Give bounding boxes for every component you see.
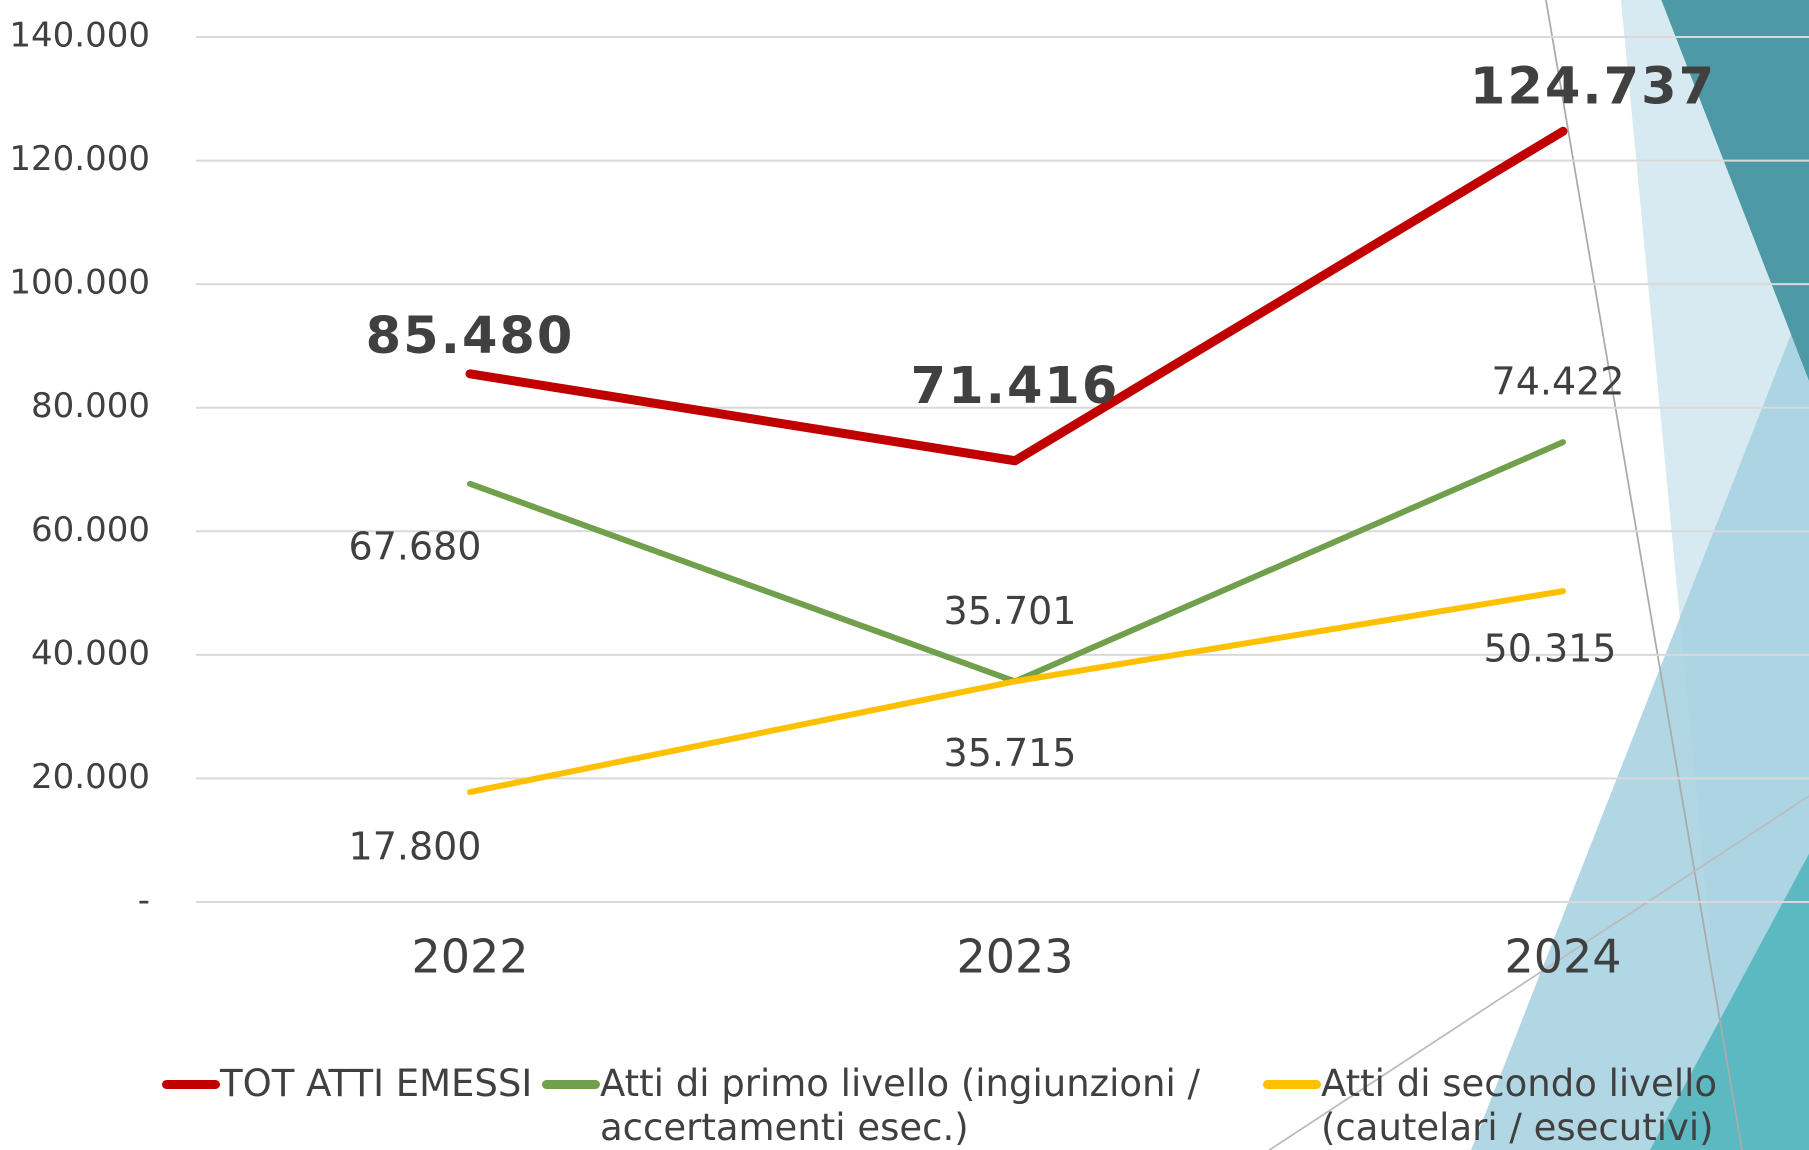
line-series — [465, 126, 1568, 466]
data-label: 124.737 — [1470, 57, 1716, 116]
y-tick-label: 20.000 — [31, 757, 150, 797]
data-label: 50.315 — [1484, 627, 1617, 671]
y-tick-label: 100.000 — [9, 263, 150, 303]
x-tick-label: 2024 — [1504, 930, 1621, 984]
legend-swatch — [162, 1080, 220, 1089]
y-tick-label: 120.000 — [9, 139, 150, 179]
legend-label: Atti di primo livello (ingiunzioni / acc… — [600, 1062, 1200, 1149]
legend-swatch — [1263, 1080, 1321, 1089]
legend-item: Atti di secondo livello (cautelari / ese… — [1263, 1062, 1763, 1150]
decoration — [1268, 0, 1809, 1150]
data-label: 35.715 — [944, 731, 1077, 775]
legend-item: Atti di primo livello (ingiunzioni / acc… — [542, 1062, 1262, 1150]
line-series — [467, 439, 1566, 685]
data-label: 85.480 — [366, 307, 575, 366]
line-series — [467, 588, 1566, 796]
legend-swatch — [542, 1080, 600, 1089]
x-tick-label: 2022 — [411, 930, 528, 984]
y-tick-label: - — [138, 881, 150, 921]
y-tick-label: 60.000 — [31, 510, 150, 550]
y-tick-label: 140.000 — [9, 16, 150, 56]
y-tick-label: 40.000 — [31, 633, 150, 673]
legend-item: TOT ATTI EMESSI — [162, 1062, 542, 1106]
data-label: 71.416 — [911, 357, 1120, 416]
y-tick-label: 80.000 — [31, 386, 150, 426]
x-tick-label: 2023 — [956, 930, 1073, 984]
data-label: 35.701 — [944, 589, 1077, 633]
legend-label: Atti di secondo livello (cautelari / ese… — [1321, 1062, 1718, 1149]
data-label: 67.680 — [349, 524, 482, 568]
data-label: 74.422 — [1492, 360, 1625, 404]
data-label: 17.800 — [349, 825, 482, 869]
legend-label: TOT ATTI EMESSI — [220, 1062, 533, 1105]
